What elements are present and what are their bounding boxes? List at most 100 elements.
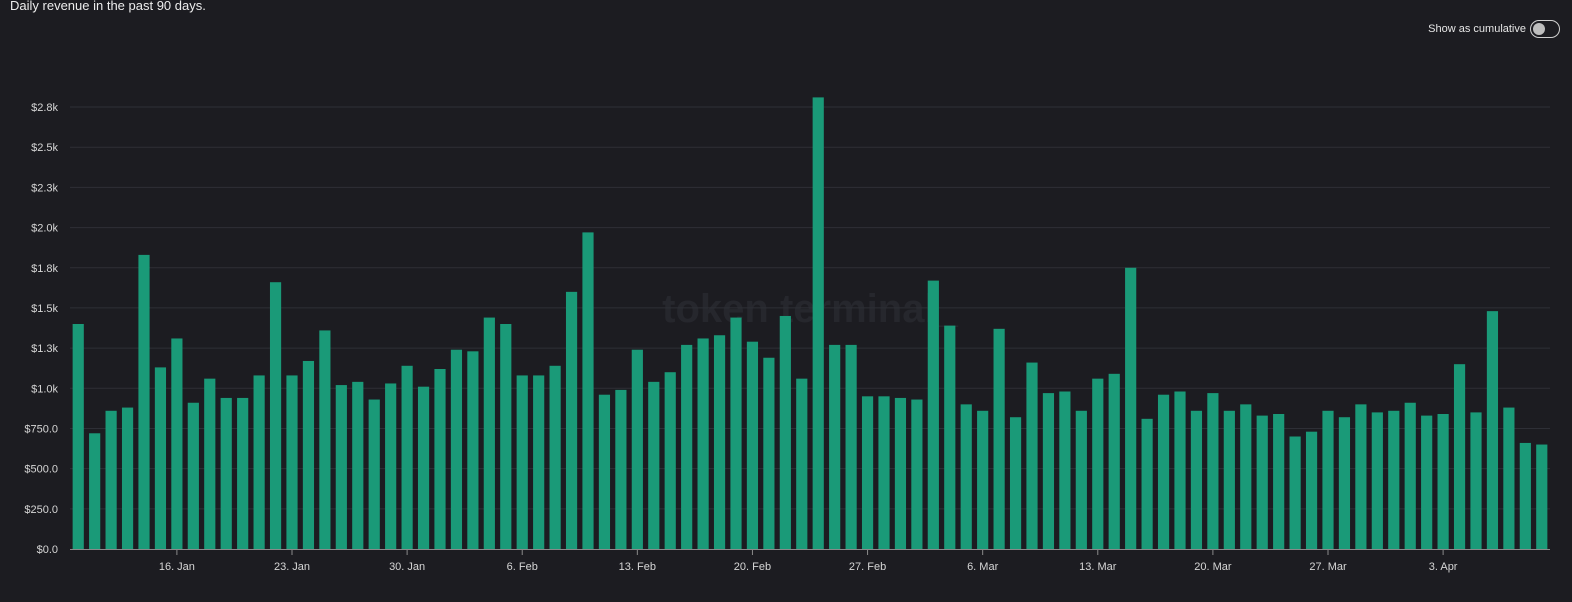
y-tick-label: $0.0 [37,544,58,556]
bar[interactable] [269,282,282,549]
bar[interactable] [1470,412,1482,549]
bar[interactable] [1042,393,1055,549]
x-tick-label: 13. Mar [1079,561,1117,573]
bar[interactable] [1009,417,1022,549]
bar[interactable] [713,335,726,549]
bar[interactable] [483,317,495,549]
bar[interactable] [664,372,676,549]
bar[interactable] [730,317,742,549]
bar[interactable] [171,338,183,549]
bar[interactable] [253,375,265,549]
bar[interactable] [1108,373,1120,549]
bar[interactable] [154,367,167,549]
x-tick-label: 27. Feb [849,561,886,573]
y-tick-label: $1.5k [31,303,58,315]
bar[interactable] [1125,267,1137,549]
bar[interactable] [1322,410,1334,549]
bar[interactable] [1371,412,1383,549]
bar[interactable] [1207,393,1219,549]
bar[interactable] [1092,378,1104,549]
bar[interactable] [220,397,232,549]
bar[interactable] [812,97,824,550]
bar[interactable] [1141,418,1153,549]
bar[interactable] [335,385,347,549]
bar[interactable] [1388,410,1400,549]
bar[interactable] [878,396,890,549]
bar[interactable] [1026,362,1038,549]
bar[interactable] [1174,391,1186,550]
bar[interactable] [138,254,150,549]
bar[interactable] [615,389,627,549]
cumulative-toggle[interactable] [1530,20,1560,38]
bar[interactable] [927,280,939,549]
bar[interactable] [1256,415,1268,549]
bar[interactable] [582,232,594,549]
bar[interactable] [434,369,446,549]
bar[interactable] [204,378,216,549]
bar[interactable] [1421,415,1433,549]
bar[interactable] [796,378,808,549]
bar[interactable] [72,324,84,549]
bar[interactable] [829,344,841,549]
bar[interactable] [237,397,249,549]
bar[interactable] [648,381,660,549]
bar[interactable] [352,381,364,549]
bar[interactable] [1503,407,1515,549]
bar[interactable] [911,399,923,549]
bar[interactable] [121,407,134,549]
bar[interactable] [1075,410,1087,549]
bar[interactable] [681,344,693,549]
bar[interactable] [500,324,512,549]
bar[interactable] [1273,414,1285,549]
bar[interactable] [746,341,759,549]
bar[interactable] [565,291,578,549]
bar[interactable] [1519,442,1531,549]
bar[interactable] [516,375,528,549]
bar[interactable] [631,349,643,549]
bar[interactable] [1404,402,1416,549]
bar[interactable] [1486,311,1499,549]
bar[interactable] [401,365,413,549]
bar[interactable] [993,328,1005,549]
bar[interactable] [861,396,874,549]
y-tick-label: $2.8k [31,102,58,114]
bar[interactable] [1289,436,1301,550]
cumulative-toggle-group: Show as cumulative [1428,20,1560,38]
bar[interactable] [1157,394,1170,549]
x-tick-label: 20. Feb [734,561,771,573]
bar[interactable] [1536,444,1548,549]
bar[interactable] [533,375,545,549]
bar[interactable] [845,344,857,549]
bar[interactable] [368,399,380,549]
bar[interactable] [286,375,298,549]
bar[interactable] [1240,404,1252,549]
bar[interactable] [894,397,907,549]
bar[interactable] [779,315,791,549]
bar[interactable] [319,330,331,549]
bar[interactable] [549,365,561,549]
bar[interactable] [697,338,709,549]
bar[interactable] [1190,410,1203,549]
bar[interactable] [763,357,775,549]
bar[interactable] [187,402,199,549]
bar[interactable] [302,360,315,549]
bar[interactable] [960,404,972,549]
bar[interactable] [944,325,956,549]
bar[interactable] [1059,391,1071,550]
bar[interactable] [1437,414,1449,549]
bar[interactable] [1453,364,1466,549]
bar[interactable] [105,410,117,549]
bar[interactable] [385,383,397,549]
bar[interactable] [467,351,479,549]
bar[interactable] [598,394,611,549]
bar[interactable] [977,410,989,549]
bar[interactable] [417,386,430,549]
bar[interactable] [450,349,463,549]
bar[interactable] [1338,417,1351,549]
bar[interactable] [1355,404,1367,549]
bar[interactable] [1223,410,1235,549]
bar[interactable] [89,433,101,549]
y-tick-label: $250.0 [24,504,58,516]
bar[interactable] [1305,431,1318,549]
